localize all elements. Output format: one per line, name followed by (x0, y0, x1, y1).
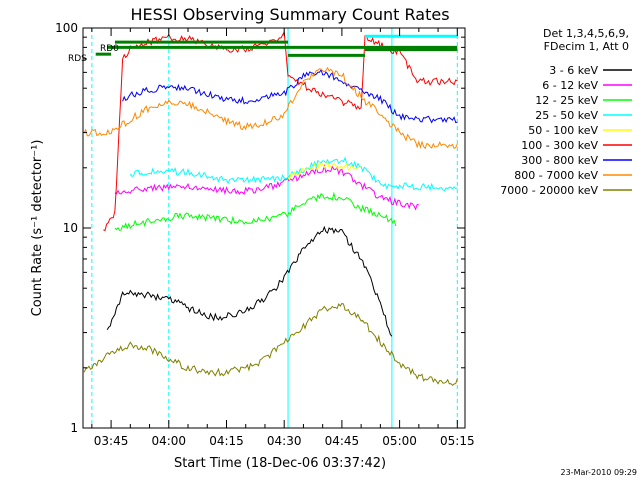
footer-timestamp: 23-Mar-2010 09:29 (561, 468, 638, 477)
series-line-6-12kev (114, 163, 419, 211)
legend-title-line-2: FDecim 1, Att 0 (544, 40, 629, 53)
legend-title-line-1: Det 1,3,4,5,6,9, (543, 27, 629, 40)
chart-title: HESSI Observing Summary Count Rates (130, 5, 449, 24)
legend-label-4: 25 - 50 keV (535, 109, 598, 122)
y-tick-label: 1 (70, 421, 78, 435)
x-tick-label: 03:45 (94, 434, 129, 448)
series-line-7000-20000kev (83, 302, 458, 386)
x-axis-label: Start Time (18-Dec-06 03:37:42) (174, 456, 386, 471)
x-tick-label: 04:45 (325, 434, 360, 448)
x-tick-label: 05:00 (382, 434, 417, 448)
legend-label-5: 50 - 100 keV (528, 124, 598, 137)
x-tick-label: 04:15 (209, 434, 244, 448)
series-line-12-25kev (114, 191, 397, 231)
series-line-800-7000kev (83, 66, 458, 150)
series-line-300-800kev (122, 68, 458, 124)
flag-label-rds: RDS (68, 54, 87, 64)
y-axis-label: Count Rate (s⁻¹ detector⁻¹) (30, 140, 45, 317)
legend-label-3: 12 - 25 keV (535, 94, 598, 107)
x-tick-label: 04:30 (267, 434, 302, 448)
legend-label-9: 7000 - 20000 keV (500, 184, 598, 197)
series-line-50-100kev (287, 160, 362, 181)
legend-label-2: 6 - 12 keV (542, 79, 598, 92)
series-line-3-6kev (106, 225, 393, 337)
legend-label-1: 3 - 6 keV (549, 64, 598, 77)
legend-label-7: 300 - 800 keV (521, 154, 598, 167)
y-tick-label: 10 (63, 221, 78, 235)
y-tick-label: 100 (55, 21, 78, 35)
x-tick-label: 05:15 (440, 434, 475, 448)
legend-label-6: 100 - 300 keV (521, 139, 598, 152)
flag-label-rd0: RD0 (100, 44, 119, 54)
legend-label-8: 800 - 7000 keV (514, 169, 598, 182)
x-tick-label: 04:00 (151, 434, 186, 448)
